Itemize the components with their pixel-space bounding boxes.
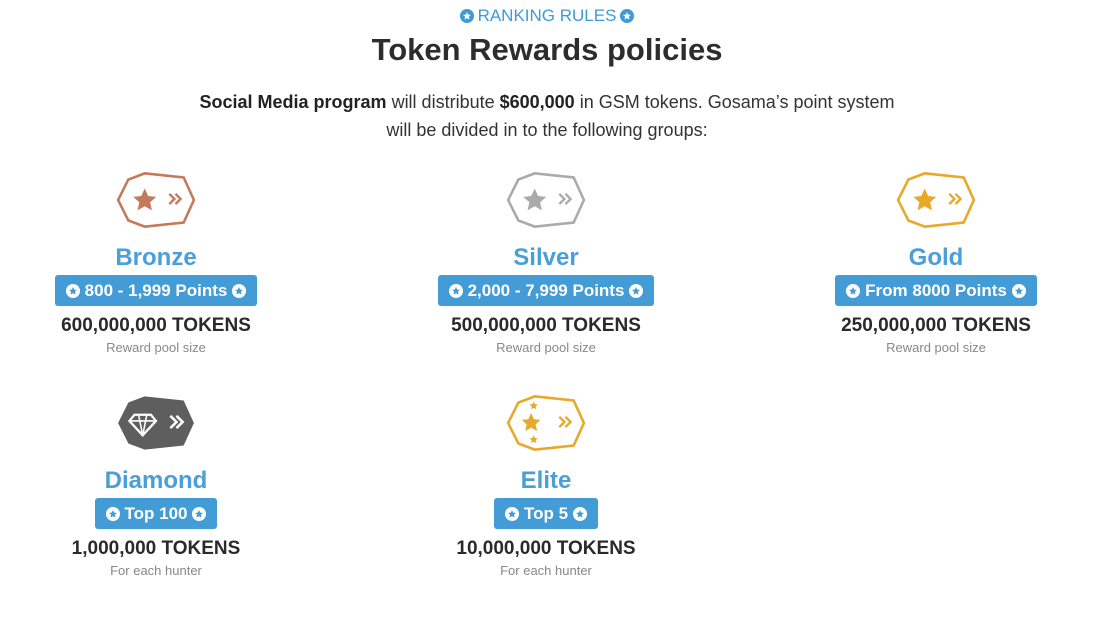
points-range-badge: 2,000 - 7,999 Points [437, 275, 655, 306]
star-circle-icon [459, 9, 474, 23]
points-range-badge: From 8000 Points [835, 275, 1037, 306]
star-circle-icon [846, 283, 861, 298]
token-note: Reward pool size [886, 340, 986, 355]
ranking-rules-label: RANKING RULES [0, 6, 1094, 26]
token-amount: 600,000,000 TOKENS [61, 315, 251, 336]
page-title: Token Rewards policies [371, 32, 723, 67]
star-circle-icon [65, 283, 80, 298]
tier-silver: Silver 2,000 - 7,999 Points 500,000,000 … [396, 160, 696, 355]
star-circle-icon [105, 506, 120, 521]
tier-elite: Elite Top 5 10,000,000 TOKENS For each h… [396, 383, 696, 578]
star-circle-icon [620, 9, 635, 23]
token-amount: 250,000,000 TOKENS [841, 315, 1031, 336]
star-circle-icon [629, 283, 644, 298]
tier-name: Bronze [115, 244, 197, 271]
token-note: Reward pool size [496, 340, 596, 355]
star-circle-icon [1011, 283, 1026, 298]
tier-name: Silver [513, 244, 579, 271]
token-note: For each hunter [110, 563, 202, 578]
intro-text: Social Media program will distribute $60… [199, 92, 895, 140]
points-range-badge: 800 - 1,999 Points [54, 275, 258, 306]
gold-star-badge-icon [786, 160, 1086, 240]
tier-diamond: Diamond Top 100 1,000,000 TOKENS For eac… [6, 383, 306, 578]
tier-gold: Gold From 8000 Points 250,000,000 TOKENS… [786, 160, 1086, 355]
star-circle-icon [573, 506, 588, 521]
kicker-text: RANKING RULES [477, 6, 617, 25]
silver-star-badge-icon [396, 160, 696, 240]
tier-name: Gold [908, 244, 964, 271]
token-note: For each hunter [500, 563, 592, 578]
diamond-badge-icon [6, 383, 306, 463]
points-range-badge: Top 100 [94, 498, 218, 529]
token-note: Reward pool size [106, 340, 206, 355]
token-amount: 500,000,000 TOKENS [451, 315, 641, 336]
points-range-badge: Top 5 [493, 498, 599, 529]
bronze-star-badge-icon [6, 160, 306, 240]
token-amount: 1,000,000 TOKENS [71, 538, 241, 559]
tier-name: Elite [520, 467, 572, 494]
tier-bronze: Bronze 800 - 1,999 Points 600,000,000 TO… [6, 160, 306, 355]
star-circle-icon [192, 506, 207, 521]
tier-name: Diamond [104, 467, 208, 494]
star-circle-icon [504, 506, 519, 521]
star-circle-icon [232, 283, 247, 298]
elite-stars-badge-icon [396, 383, 696, 463]
star-circle-icon [448, 283, 463, 298]
token-amount: 10,000,000 TOKENS [456, 538, 636, 559]
